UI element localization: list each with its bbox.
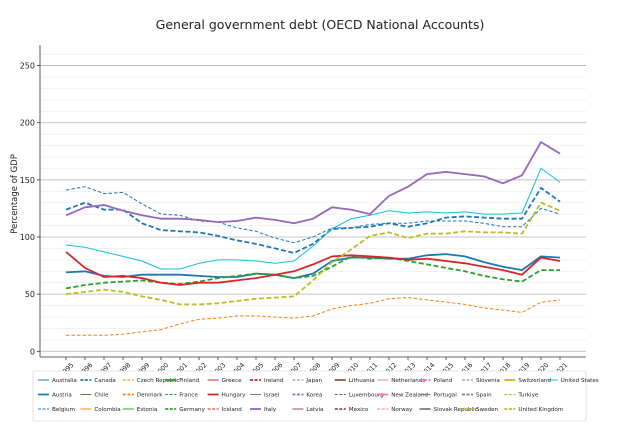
chart-title: General government debt (OECD National A… bbox=[156, 17, 485, 32]
legend-label-hungary: Hungary bbox=[222, 393, 247, 399]
legend-label-new-zealand: New Zealand bbox=[391, 393, 428, 399]
legend-label-netherlands: Netherlands bbox=[391, 378, 425, 384]
legend-label-estonia: Estonia bbox=[137, 407, 158, 413]
legend-label-australia: Australia bbox=[52, 378, 77, 384]
legend-label-portugal: Portugal bbox=[434, 393, 458, 399]
series-line-belgium bbox=[65, 186, 561, 244]
legend-label-slovak-republic: Slovak Republic bbox=[434, 407, 478, 413]
legend-label-united-states: United States bbox=[561, 378, 599, 384]
legend-label-greece: Greece bbox=[222, 378, 242, 384]
legend-label-luxembourg: Luxembourg bbox=[349, 393, 384, 399]
series-line-united-kingdom bbox=[65, 201, 561, 306]
series-line-canada bbox=[65, 187, 561, 254]
legend-label-czech-republic: Czech Republic bbox=[137, 378, 180, 384]
legend-label-austria: Austria bbox=[52, 393, 72, 399]
series-lines bbox=[65, 141, 561, 336]
legend-label-turkiye: Turkiye bbox=[517, 393, 539, 399]
legend-label-iceland: Iceland bbox=[222, 407, 243, 413]
legend-label-japan: Japan bbox=[305, 378, 322, 384]
series-line-czech-republic bbox=[66, 297, 561, 336]
legend-label-canada: Canada bbox=[94, 378, 115, 384]
legend-label-lithuania: Lithuania bbox=[349, 378, 375, 384]
legend-label-korea: Korea bbox=[306, 393, 322, 399]
y-tick-label: 0 bbox=[30, 347, 35, 356]
legend-label-poland: Poland bbox=[434, 378, 453, 384]
y-tick-label: 50 bbox=[25, 290, 35, 299]
legend-label-slovenia: Slovenia bbox=[476, 378, 500, 384]
legend-label-israel: Israel bbox=[264, 393, 280, 399]
legend-label-latvia: Latvia bbox=[306, 407, 323, 413]
legend-label-mexico: Mexico bbox=[349, 407, 369, 413]
legend-label-sweden: Sweden bbox=[476, 407, 499, 413]
legend-label-colombia: Colombia bbox=[94, 407, 120, 413]
legend-label-belgium: Belgium bbox=[52, 407, 75, 413]
y-tick-label: 100 bbox=[20, 233, 35, 242]
legend-label-ireland: Ireland bbox=[264, 378, 284, 384]
legend-label-italy: Italy bbox=[264, 407, 277, 413]
y-tick-labels: 0 50 100 150 200 250 bbox=[20, 62, 40, 356]
legend-label-spain: Spain bbox=[476, 393, 492, 399]
series-line-austria bbox=[65, 253, 561, 279]
legend-label-united-kingdom: United Kingdom bbox=[518, 407, 563, 413]
legend-label-denmark: Denmark bbox=[137, 393, 163, 399]
legend-label-switzerland: Switzerland bbox=[518, 378, 551, 384]
series-line-germany bbox=[65, 255, 560, 290]
legend-label-finland: Finland bbox=[179, 378, 199, 384]
series-line-italy bbox=[65, 141, 561, 225]
legend-label-chile: Chile bbox=[94, 393, 109, 399]
series-line-hungary bbox=[65, 251, 561, 286]
legend-label-france: France bbox=[179, 393, 198, 399]
grid-lines bbox=[40, 53, 586, 352]
y-tick-label: 150 bbox=[20, 176, 35, 185]
y-tick-label: 200 bbox=[20, 119, 35, 128]
series-line-united-states bbox=[65, 167, 561, 270]
y-axis-label: Percentage of GDP bbox=[10, 154, 20, 234]
legend: Australia Austria Belgium Canada Chile Colomb… bbox=[32, 370, 599, 422]
y-tick-label: 250 bbox=[20, 62, 35, 71]
legend-label-germany: Germany bbox=[179, 407, 205, 413]
legend-label-norway: Norway bbox=[391, 407, 413, 413]
